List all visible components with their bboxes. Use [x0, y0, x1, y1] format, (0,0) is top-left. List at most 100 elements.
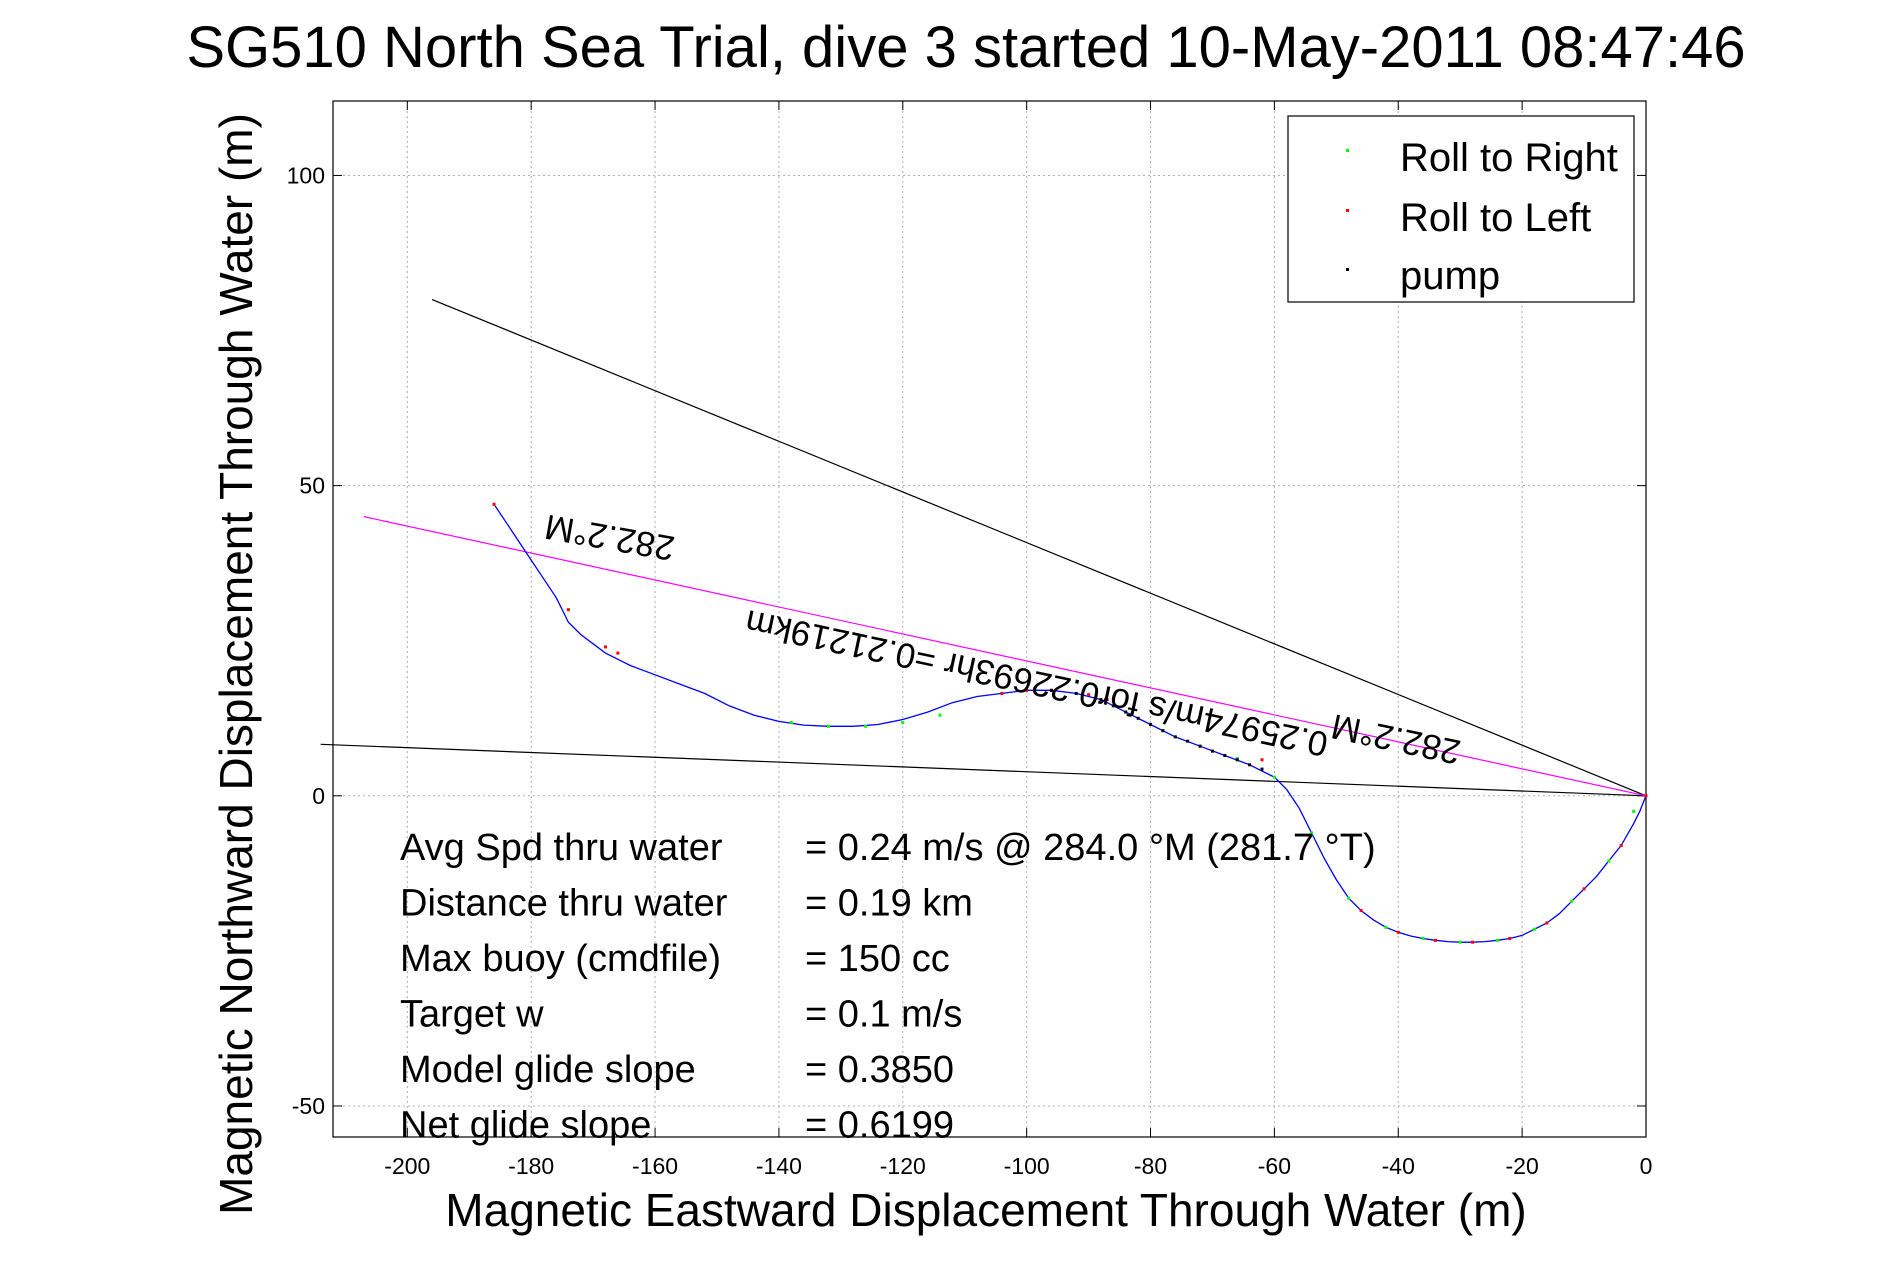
roll-right-point — [1533, 927, 1537, 931]
y-tick-label: 50 — [299, 473, 325, 499]
y-tick-label: 100 — [287, 162, 325, 188]
pump-point — [1149, 722, 1153, 726]
roll-left-point — [1582, 887, 1586, 891]
x-tick-label: -200 — [384, 1153, 430, 1179]
y-tick-label: 0 — [312, 783, 325, 809]
chart-title: SG510 North Sea Trial, dive 3 started 10… — [186, 15, 1745, 80]
roll-left-point — [1359, 909, 1363, 913]
roll-right-point — [1632, 809, 1636, 813]
reference-lines — [320, 298, 1647, 797]
x-tick-label: 0 — [1640, 1153, 1653, 1179]
stats-label: Model glide slope — [400, 1049, 696, 1091]
pump-point — [1198, 744, 1202, 748]
roll-right-point — [864, 724, 868, 728]
pump-point — [1260, 767, 1264, 771]
roll-right-point — [1458, 940, 1462, 944]
roll-left-point — [1619, 843, 1623, 847]
x-tick-label: -40 — [1382, 1153, 1415, 1179]
stats-label: Distance thru water — [400, 883, 728, 925]
pump-point — [1223, 753, 1227, 757]
roll-right-point — [1421, 936, 1425, 940]
stats-label: Net glide slope — [400, 1105, 651, 1147]
reference-line — [431, 298, 1647, 797]
roll-right-point — [789, 721, 793, 725]
pump-point — [1124, 710, 1128, 714]
roll-left-point — [1396, 930, 1400, 934]
annotation-label: 282.2°M — [1328, 706, 1464, 771]
roll-left-point — [566, 608, 570, 612]
annotation-label: 0.25974m/s for0.22693hr =0.21219km — [742, 602, 1332, 764]
roll-right-point — [901, 721, 905, 725]
x-tick-label: -60 — [1258, 1153, 1291, 1179]
plot-frame — [332, 100, 1647, 1138]
pump-point — [1049, 688, 1053, 692]
roll-right-point — [1607, 859, 1611, 863]
pump-point — [1074, 691, 1078, 695]
y-tick-label: -50 — [292, 1093, 325, 1119]
roll-left-point — [616, 651, 620, 655]
stats-value: = 0.19 km — [805, 883, 973, 925]
roll-right-point — [1347, 896, 1351, 900]
roll-left-point — [492, 502, 496, 506]
pump-point — [1248, 763, 1252, 767]
reference-line — [320, 743, 1647, 797]
track — [493, 503, 1647, 943]
x-tick-label: -80 — [1134, 1153, 1167, 1179]
pump-point — [1186, 739, 1190, 743]
x-axis-label: Magnetic Eastward Displacement Through W… — [445, 1184, 1526, 1236]
x-tick-label: -100 — [1004, 1153, 1050, 1179]
legend-label-pump: pump — [1400, 254, 1500, 298]
y-axis-label: Magnetic Northward Displacement Through … — [210, 113, 262, 1215]
roll-left-point — [1105, 698, 1109, 702]
legend-marker-pump — [1346, 268, 1349, 271]
legend-label-roll-left: Roll to Left — [1400, 196, 1591, 240]
legend: Roll to Right Roll to Left pump — [1287, 115, 1635, 303]
legend-marker-roll-left — [1346, 209, 1349, 212]
legend-marker-roll-right — [1346, 149, 1349, 152]
roll-left-point — [1087, 693, 1091, 697]
roll-left-point — [1545, 921, 1549, 925]
x-tick-label: -140 — [756, 1153, 802, 1179]
roll-right-point — [938, 713, 942, 717]
roll-left-point — [1471, 940, 1475, 944]
stats-label: Avg Spd thru water — [400, 827, 723, 869]
stats-value: = 0.1 m/s — [805, 994, 962, 1036]
roll-left-point — [1025, 688, 1029, 692]
stats-value: = 0.24 m/s @ 284.0 °M (281.7 °T) — [805, 827, 1376, 869]
pump-point — [1235, 758, 1239, 762]
roll-right-point — [1310, 831, 1314, 835]
roll-right-point — [1495, 938, 1499, 942]
pump-point — [1111, 704, 1115, 708]
pump-point — [1173, 735, 1177, 739]
pump-point — [1099, 698, 1103, 702]
annotations: 282.2°M0.25974m/s for0.22693hr =0.21219k… — [542, 507, 1464, 772]
track-markers — [492, 502, 1648, 944]
stats-label: Target w — [400, 994, 544, 1036]
reference-line — [363, 516, 1647, 797]
roll-left-point — [604, 645, 608, 649]
roll-right-point — [1570, 899, 1574, 903]
x-tick-label: -160 — [632, 1153, 678, 1179]
grid — [333, 101, 1646, 1137]
roll-left-point — [1508, 936, 1512, 940]
x-tick-label: -120 — [880, 1153, 926, 1179]
x-tick-label: -180 — [508, 1153, 554, 1179]
x-tick-label: -20 — [1506, 1153, 1539, 1179]
axis-ticks: -200 -180 -160 -140 -120 -100 -80 -60 -40 -20 0-50… — [287, 101, 1653, 1179]
stats-value: = 0.3850 — [805, 1049, 954, 1091]
pump-point — [1210, 749, 1214, 753]
stats-value: = 150 cc — [805, 938, 950, 980]
stats-value: = 0.6199 — [805, 1105, 954, 1147]
legend-label-roll-right: Roll to Right — [1400, 136, 1618, 180]
roll-right-point — [1384, 925, 1388, 929]
track-line — [493, 503, 1647, 943]
roll-left-point — [1260, 758, 1264, 762]
roll-left-point — [1000, 691, 1004, 695]
pump-point — [1161, 729, 1165, 733]
roll-left-point — [1644, 794, 1648, 798]
roll-right-point — [1272, 775, 1276, 779]
roll-right-point — [826, 724, 830, 728]
stats-label: Max buoy (cmdfile) — [400, 938, 721, 980]
roll-left-point — [1433, 938, 1437, 942]
